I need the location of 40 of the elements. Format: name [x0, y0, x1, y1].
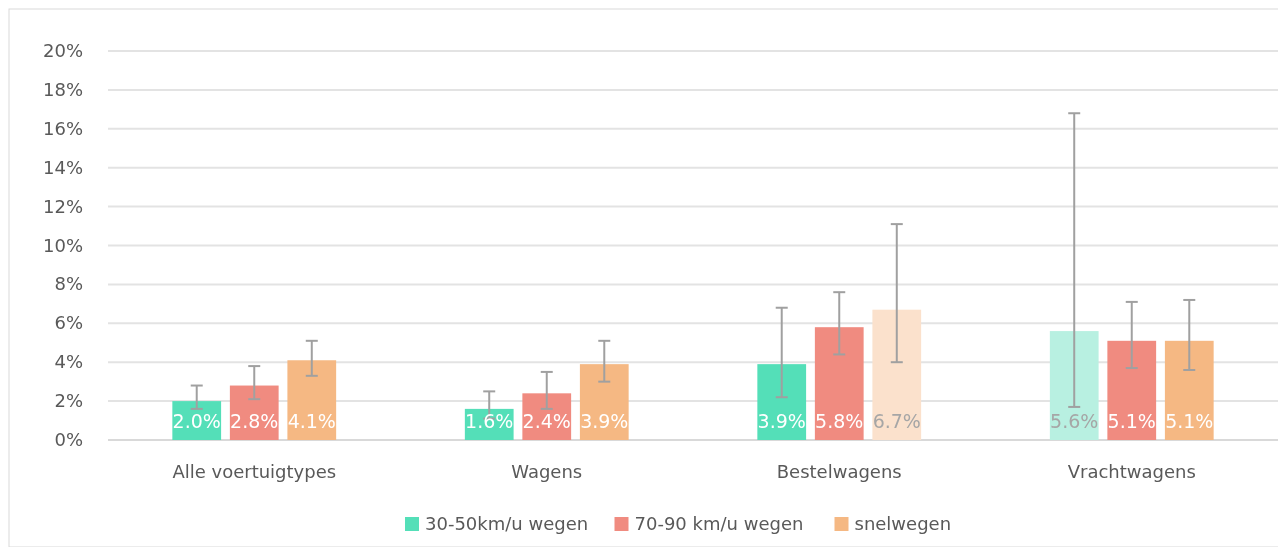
y-tick-label: 2%: [54, 390, 83, 412]
legend-label: snelwegen: [854, 513, 952, 534]
data-label: 2.0%: [172, 410, 221, 432]
bar: [522, 393, 572, 440]
data-label: 6.7%: [872, 410, 921, 432]
data-label: 2.8%: [230, 410, 279, 432]
data-label: 3.9%: [580, 410, 629, 432]
data-label: 5.8%: [815, 410, 864, 432]
bar: [287, 360, 337, 440]
bar: [1049, 331, 1099, 440]
x-tick-label: Bestelwagens: [776, 461, 902, 482]
bar: [1107, 340, 1157, 440]
y-tick-label: 8%: [54, 273, 83, 295]
y-tick-label: 4%: [54, 351, 83, 373]
y-tick-label: 6%: [54, 312, 83, 334]
bar: [1164, 340, 1214, 440]
data-label: 2.4%: [522, 410, 571, 432]
x-tick-label: Vrachtwagens: [1067, 461, 1196, 482]
x-tick-label: Wagens: [511, 461, 583, 482]
y-tick-label: 20%: [42, 40, 83, 61]
bar: [579, 364, 629, 440]
data-label: 1.6%: [465, 410, 514, 432]
data-label: 5.6%: [1050, 410, 1099, 432]
bar: [229, 385, 279, 440]
y-tick-label: 10%: [42, 234, 83, 256]
data-label: 3.9%: [757, 410, 806, 432]
y-tick-label: 0%: [54, 429, 83, 450]
data-label: 5.1%: [1165, 410, 1214, 432]
bar: [757, 364, 807, 440]
legend-label: 70-90 km/u wegen: [634, 513, 804, 534]
y-tick-label: 16%: [42, 117, 83, 139]
legend-label: 30-50km/u wegen: [425, 513, 589, 534]
data-label: 5.1%: [1107, 410, 1156, 432]
bar: [814, 327, 864, 440]
bar: [872, 309, 922, 440]
y-tick-label: 12%: [42, 195, 83, 217]
x-tick-label: Alle voertuigtypes: [172, 461, 337, 482]
y-tick-label: 14%: [42, 156, 83, 178]
y-tick-label: 18%: [42, 78, 83, 100]
data-label: 4.1%: [287, 410, 336, 432]
